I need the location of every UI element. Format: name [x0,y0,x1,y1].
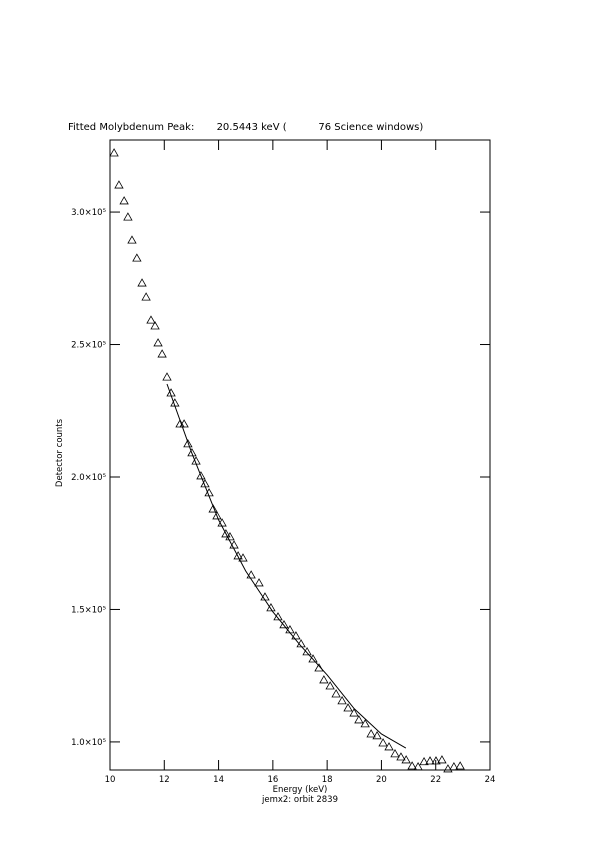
data-point [179,419,189,428]
subtitle: jemx2: orbit 2839 [261,795,338,805]
x-tick-label: 20 [376,775,387,785]
x-tick-label: 12 [159,775,170,785]
data-point [366,729,376,738]
data-point [266,603,276,612]
data-point [127,235,137,244]
data-point [443,764,453,773]
data-point [372,731,382,740]
data-point [157,349,167,358]
y-tick-label: 3.0×10⁵ [71,208,106,218]
y-tick-label: 2.0×10⁵ [71,473,106,483]
x-tick-label: 24 [485,775,496,785]
data-point [137,278,147,287]
data-point [319,675,329,684]
data-point [354,715,364,724]
data-point [384,742,394,751]
data-point [153,338,163,347]
y-axis-label: Detector counts [55,418,65,487]
data-point [132,253,142,262]
data-point [413,762,423,771]
data-point [183,439,193,448]
data-point [196,471,206,480]
data-point [390,749,400,758]
data-point [343,703,353,712]
data-point [212,511,222,520]
data-point [254,578,264,587]
data-point [449,762,459,771]
data-point [308,654,318,663]
data-point [279,620,289,629]
y-tick-label: 1.0×10⁵ [71,738,106,748]
x-tick-label: 18 [322,775,333,785]
y-tick-label: 2.5×10⁵ [71,341,106,351]
data-point [208,504,218,513]
data-point [431,756,441,765]
x-tick-label: 14 [213,775,224,785]
data-point [141,292,151,301]
data-point [246,570,256,579]
data-point [437,755,447,764]
data-point [401,755,411,764]
data-point [378,738,388,747]
data-point [349,708,359,717]
data-point [233,551,243,560]
data-point [360,719,370,728]
data-point [238,553,248,562]
data-point [291,631,301,640]
data-point [407,761,417,770]
x-tick-label: 10 [105,775,116,785]
data-point [109,148,119,157]
data-point [162,372,172,381]
data-point [302,647,312,656]
data-point [455,761,465,770]
data-point [119,196,129,205]
data-point [331,689,341,698]
data-point [146,315,156,324]
data-point [425,756,435,765]
data-point [150,321,160,330]
data-point [187,448,197,457]
data-point [337,696,347,705]
x-tick-label: 16 [267,775,278,785]
data-point [114,180,124,189]
fit-line [166,383,407,749]
data-point [325,681,335,690]
data-point [123,212,133,221]
data-point [396,752,406,761]
data-point [419,756,429,766]
chart-title: Fitted Molybdenum Peak: 20.5443 keV ( 76… [68,122,423,133]
y-tick-label: 1.5×10⁵ [71,605,106,615]
data-point [225,532,235,541]
data-point [221,529,231,538]
x-axis-label: Energy (keV) [273,785,328,795]
plot-frame [109,139,491,771]
x-tick-label: 22 [430,775,441,785]
